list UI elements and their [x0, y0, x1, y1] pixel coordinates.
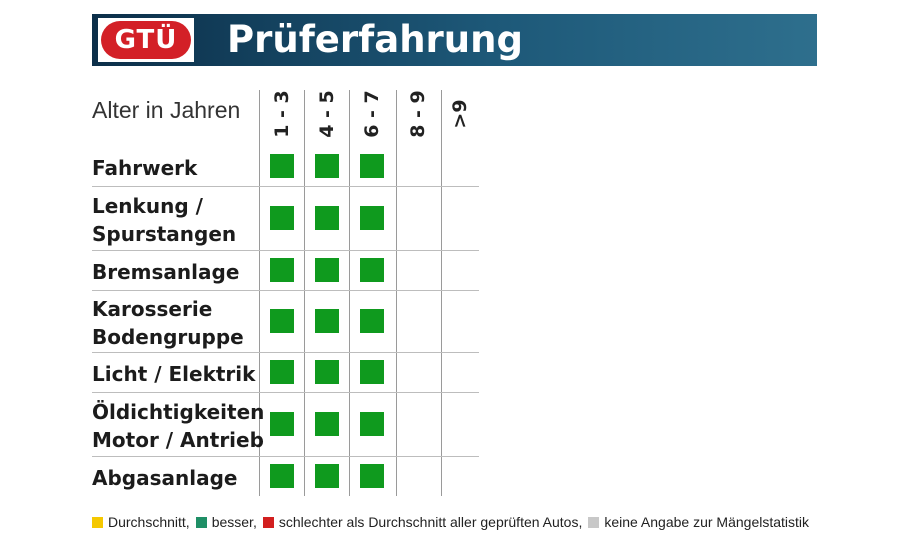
header-bar: GTÜ Prüferfahrung: [92, 14, 817, 66]
row-label-line: Bodengruppe: [92, 325, 244, 349]
column-label: 4 - 5: [305, 90, 349, 138]
rating-square: [270, 206, 294, 230]
row-label-line: Abgasanlage: [92, 466, 238, 490]
column-label-text: 6 - 7: [361, 90, 383, 138]
row-label-line: Lenkung /: [92, 194, 203, 218]
rating-square: [360, 309, 384, 333]
row-label-line: Licht / Elektrik: [92, 362, 256, 386]
page-title: Prüferfahrung: [227, 18, 523, 61]
column-label-text: 4 - 5: [316, 90, 338, 138]
row-divider: [92, 250, 479, 251]
rating-square: [270, 258, 294, 282]
row-label: Licht / Elektrik: [92, 360, 255, 388]
row-label-line: Motor / Antrieb: [92, 428, 264, 452]
row-label: Öldichtigkeiten Motor / Antrieb: [92, 398, 264, 454]
rating-square: [270, 360, 294, 384]
column-divider: [349, 90, 350, 496]
row-label: Karosserie Bodengruppe: [92, 295, 244, 351]
column-label-text: >9: [449, 99, 471, 129]
legend-swatch: [92, 516, 103, 528]
column-divider: [396, 90, 397, 496]
legend-text: schlechter als Durchschnitt aller geprüf…: [278, 514, 583, 530]
row-divider: [92, 290, 479, 291]
column-divider: [259, 90, 260, 496]
rating-square: [315, 154, 339, 178]
column-divider: [304, 90, 305, 496]
column-label: >9: [438, 92, 482, 136]
rating-square: [315, 309, 339, 333]
row-label: Fahrwerk: [92, 154, 197, 182]
row-label: Abgasanlage: [92, 464, 237, 492]
column-label-text: 1 - 3: [271, 90, 293, 138]
rating-square: [270, 412, 294, 436]
gtu-logo: GTÜ: [98, 18, 194, 62]
rating-square: [360, 154, 384, 178]
legend-item-schlechter: schlechter als Durchschnitt aller geprüf…: [262, 514, 583, 530]
rating-square: [270, 154, 294, 178]
column-divider: [441, 90, 442, 496]
rating-square: [315, 258, 339, 282]
legend-item-durchschnitt: Durchschnitt,: [92, 514, 190, 530]
age-axis-label: Alter in Jahren: [92, 97, 241, 123]
legend-swatch: [195, 516, 207, 528]
gtu-logo-badge: GTÜ: [101, 21, 191, 59]
row-divider: [92, 456, 479, 457]
rating-square: [315, 464, 339, 488]
rating-square: [270, 309, 294, 333]
row-label-line: Öldichtigkeiten: [92, 400, 265, 424]
rating-square: [360, 206, 384, 230]
row-divider: [92, 392, 479, 393]
column-label: 6 - 7: [350, 90, 394, 138]
legend-swatch: [262, 516, 274, 528]
row-label-line: Spurstangen: [92, 222, 237, 246]
rating-square: [360, 412, 384, 436]
legend-text: keine Angabe zur Mängelstatistik: [604, 514, 810, 530]
row-label: Bremsanlage: [92, 258, 239, 286]
legend-text: Durchschnitt,: [108, 514, 190, 530]
row-divider: [92, 186, 479, 187]
legend-item-keine: keine Angabe zur Mängelstatistik: [588, 514, 809, 530]
column-label: 8 - 9: [396, 90, 440, 138]
column-label-text: 8 - 9: [407, 90, 429, 138]
rating-square: [315, 360, 339, 384]
row-label: Lenkung / Spurstangen: [92, 192, 236, 248]
rating-square: [315, 412, 339, 436]
rating-square: [360, 360, 384, 384]
legend-swatch: [588, 516, 600, 528]
row-label-line: Karosserie: [92, 297, 213, 321]
rating-square: [360, 464, 384, 488]
legend-item-besser: besser,: [195, 514, 257, 530]
rating-square: [315, 206, 339, 230]
row-label-line: Fahrwerk: [92, 156, 198, 180]
row-divider: [92, 352, 479, 353]
row-label-line: Bremsanlage: [92, 260, 240, 284]
legend: Durchschnitt, besser, schlechter als Durch…: [92, 514, 815, 530]
column-label: 1 - 3: [260, 90, 304, 138]
rating-square: [360, 258, 384, 282]
rating-square: [270, 464, 294, 488]
legend-text: besser,: [211, 514, 257, 530]
